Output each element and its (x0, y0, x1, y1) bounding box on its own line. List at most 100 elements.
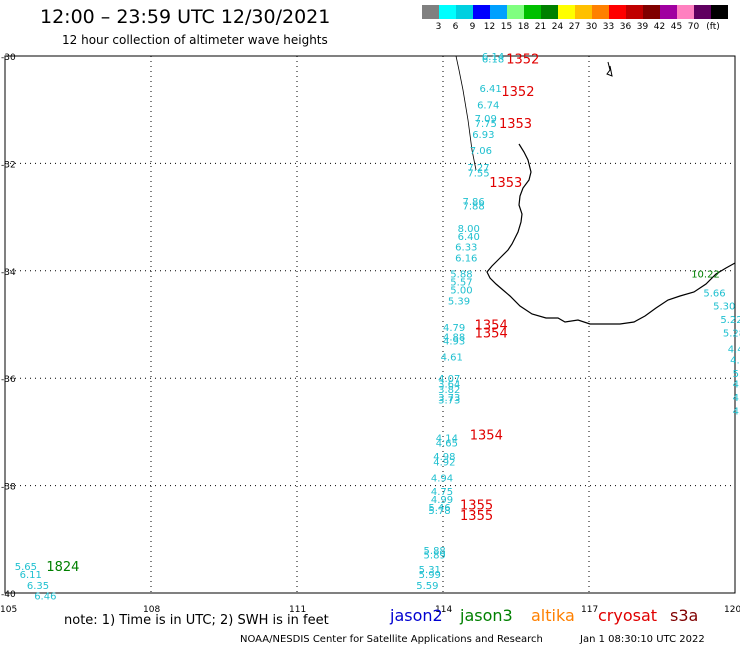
swh-label: 3.73 (438, 393, 460, 404)
lat-axis-label: -40 (1, 590, 16, 600)
swh-label: 7.55 (467, 169, 489, 180)
swh-label: 5.28 (723, 329, 740, 340)
swh-label: 6.14 (482, 52, 504, 63)
swh-label: 5.22 (720, 315, 740, 326)
lat-axis-label: -38 (1, 483, 16, 493)
swh-label: 4.44 (728, 345, 740, 356)
legend-label: 6 (452, 22, 459, 32)
swh-label: 6.18 (482, 55, 504, 66)
time-label: 1353 (489, 176, 522, 191)
legend-label: 15 (500, 22, 513, 32)
swh-label: 6.16 (455, 253, 477, 264)
lon-axis-label: 114 (435, 605, 452, 615)
lat-axis-label: -30 (1, 53, 16, 63)
legend-jason3: jason3 (460, 606, 513, 625)
map-subtitle: 12 hour collection of altimeter wave hei… (62, 33, 328, 47)
swh-label: 6.33 (455, 243, 477, 254)
swh-label: 7.86 (462, 197, 484, 208)
credit-text: NOAA/NESDIS Center for Satellite Applica… (240, 634, 543, 645)
swh-label: 5.4 (733, 369, 740, 380)
legend-swatch (592, 5, 609, 19)
legend-label: 9 (469, 22, 476, 32)
swh-label: 5.57 (450, 278, 472, 289)
legend-swatch (422, 5, 439, 19)
legend-label: 24 (551, 22, 564, 32)
legend-label: 45 (670, 22, 683, 32)
swh-label: 5.00 (450, 286, 472, 297)
legend-label: 18 (517, 22, 530, 32)
island-outline (606, 61, 613, 77)
legend-swatch (541, 5, 558, 19)
legend-swatch (456, 5, 473, 19)
swh-label: 3.64 (438, 380, 460, 391)
legend-swatch (439, 5, 456, 19)
legend-label: 12 (483, 22, 496, 32)
legend-label: 30 (585, 22, 598, 32)
swh-label: 4. (733, 393, 740, 404)
swh-label: 7.27 (467, 163, 489, 174)
swh-label: 4.75 (431, 487, 453, 498)
legend-swatch (609, 5, 626, 19)
swh-label: 5.30 (713, 302, 735, 313)
legend-swatch (490, 5, 507, 19)
color-legend-labels: 3 6 9 12 15 18 21 24 27 30 33 36 39 42 45 70 (ft) (422, 22, 740, 34)
swh-label: 5.39 (448, 296, 470, 307)
swh-label: 4.65 (436, 439, 458, 450)
swh-label: 6.41 (480, 84, 502, 95)
legend-swatch (507, 5, 524, 19)
swh-label: 4.94 (431, 474, 453, 485)
swh-label: 7.75 (475, 119, 497, 130)
swh-label: 5.66 (703, 288, 725, 299)
swh-label: 6.35 (27, 581, 49, 592)
swh-label: 5.65 (15, 562, 37, 573)
legend-s3a: s3a (670, 606, 699, 625)
swh-label: 5.78 (428, 506, 450, 517)
legend-label: 39 (636, 22, 649, 32)
swh-label: 6.46 (34, 592, 56, 603)
time-label: 1352 (501, 85, 534, 100)
time-label: 1352 (506, 53, 539, 68)
legend-jason2: jason2 (390, 606, 443, 625)
legend-label: 42 (653, 22, 666, 32)
lat-axis-label: -32 (1, 160, 16, 170)
swh-label: 5.46 (428, 503, 450, 514)
legend-swatch (660, 5, 677, 19)
swh-label: 4.3 (730, 355, 740, 366)
swh-label: 4.93 (443, 337, 465, 348)
map-frame (4, 55, 736, 594)
lon-axis-label: 105 (0, 605, 17, 615)
legend-altika: altika (531, 606, 575, 625)
lon-axis-label: 117 (581, 605, 598, 615)
legend-swatch (558, 5, 575, 19)
swh-label: 5.88 (450, 269, 472, 280)
swh-label: 4.98 (433, 452, 455, 463)
legend-swatch (643, 5, 660, 19)
legend-label: 70 (687, 22, 700, 32)
lat-axis-label: -34 (1, 268, 16, 278)
time-label: 1355 (460, 498, 493, 513)
lon-axis-label: 120 (724, 605, 740, 615)
swh-label: 4.14 (436, 433, 458, 444)
lon-axis-label: 108 (143, 605, 160, 615)
legend-label: 3 (435, 22, 442, 32)
swh-label: 6.11 (20, 570, 42, 581)
swh-label: 6.74 (477, 100, 499, 111)
swh-label: 7.88 (462, 201, 484, 212)
legend-swatch (575, 5, 592, 19)
legend-swatch (677, 5, 694, 19)
swh-label: 4.07 (438, 374, 460, 385)
footer-note: note: 1) Time is in UTC; 2) SWH is in fe… (64, 613, 329, 628)
coast-north-stub (455, 55, 477, 171)
legend-label: (ft) (706, 22, 720, 32)
swh-label: 3.82 (438, 385, 460, 396)
swh-label: 5.88 (424, 546, 446, 557)
swh-label: 7.06 (470, 146, 492, 157)
swh-label: 4.92 (433, 457, 455, 468)
legend-label: 21 (534, 22, 547, 32)
swh-label: 3.73 (438, 396, 460, 407)
legend-swatch (711, 5, 728, 19)
coastline (486, 143, 736, 325)
swh-label: 4.61 (441, 353, 463, 364)
swh-label: 4. (733, 380, 740, 391)
